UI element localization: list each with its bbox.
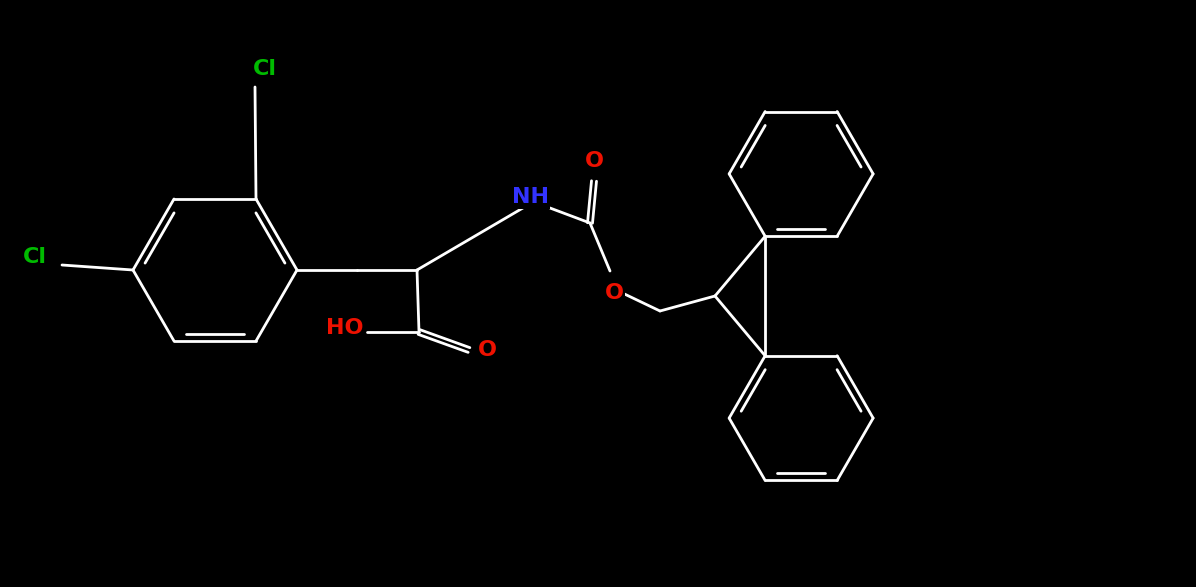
Text: O: O xyxy=(604,283,623,303)
Text: O: O xyxy=(477,340,496,360)
Text: O: O xyxy=(585,151,604,171)
Text: NH: NH xyxy=(512,187,549,207)
Text: Cl: Cl xyxy=(254,59,277,79)
Text: Cl: Cl xyxy=(23,247,47,267)
Text: HO: HO xyxy=(327,318,364,338)
